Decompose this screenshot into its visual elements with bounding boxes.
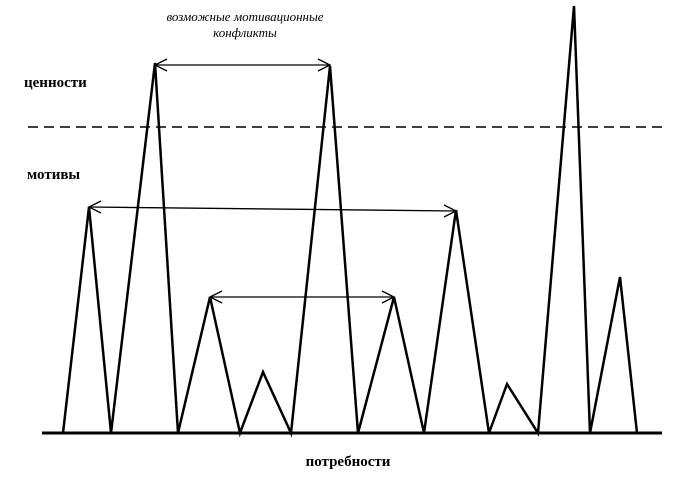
conflict-arrow xyxy=(208,290,396,304)
peaks xyxy=(61,5,639,438)
axis-label: потребности xyxy=(306,454,391,470)
conflict-arrow xyxy=(87,200,458,218)
conflict-arrow xyxy=(153,58,332,72)
annotation-line: возможные мотивационные xyxy=(166,9,323,24)
level-label: ценности xyxy=(24,75,87,91)
level-label: мотивы xyxy=(27,167,80,183)
annotation-line: конфликты xyxy=(213,25,277,40)
